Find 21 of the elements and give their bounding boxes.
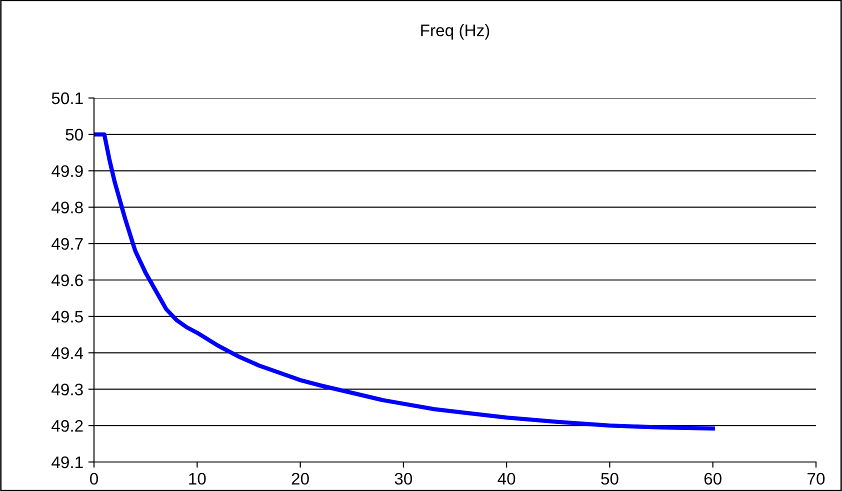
y-tick-label: 50 [66, 128, 83, 141]
y-tick-label: 50.1 [52, 92, 83, 104]
line-series [94, 132, 715, 431]
x-tick-label: 0 [90, 472, 98, 485]
chart-title: Freq (Hz) [421, 24, 490, 40]
y-tick-label: 49.2 [52, 420, 83, 432]
x-tick-label: 60 [704, 472, 722, 485]
y-tick-label: 49.1 [52, 456, 83, 468]
x-tick-label: 50 [601, 472, 618, 485]
y-tick-label: 49.5 [52, 310, 83, 323]
x-tick-label: 40 [498, 472, 516, 485]
y-tick-label: 49.4 [52, 347, 84, 360]
y-tick-label: 49.8 [52, 202, 83, 214]
y-tick-label: 49.6 [52, 274, 83, 286]
x-tick-label: 30 [394, 472, 412, 485]
y-tick-label: 49.3 [52, 384, 83, 396]
x-tick-label: 70 [808, 472, 825, 485]
y-tick-label: 49.7 [52, 238, 83, 250]
x-tick-label: 20 [292, 472, 309, 485]
y-tick-label: 49.9 [52, 165, 83, 178]
x-tick-label: 10 [189, 472, 206, 485]
